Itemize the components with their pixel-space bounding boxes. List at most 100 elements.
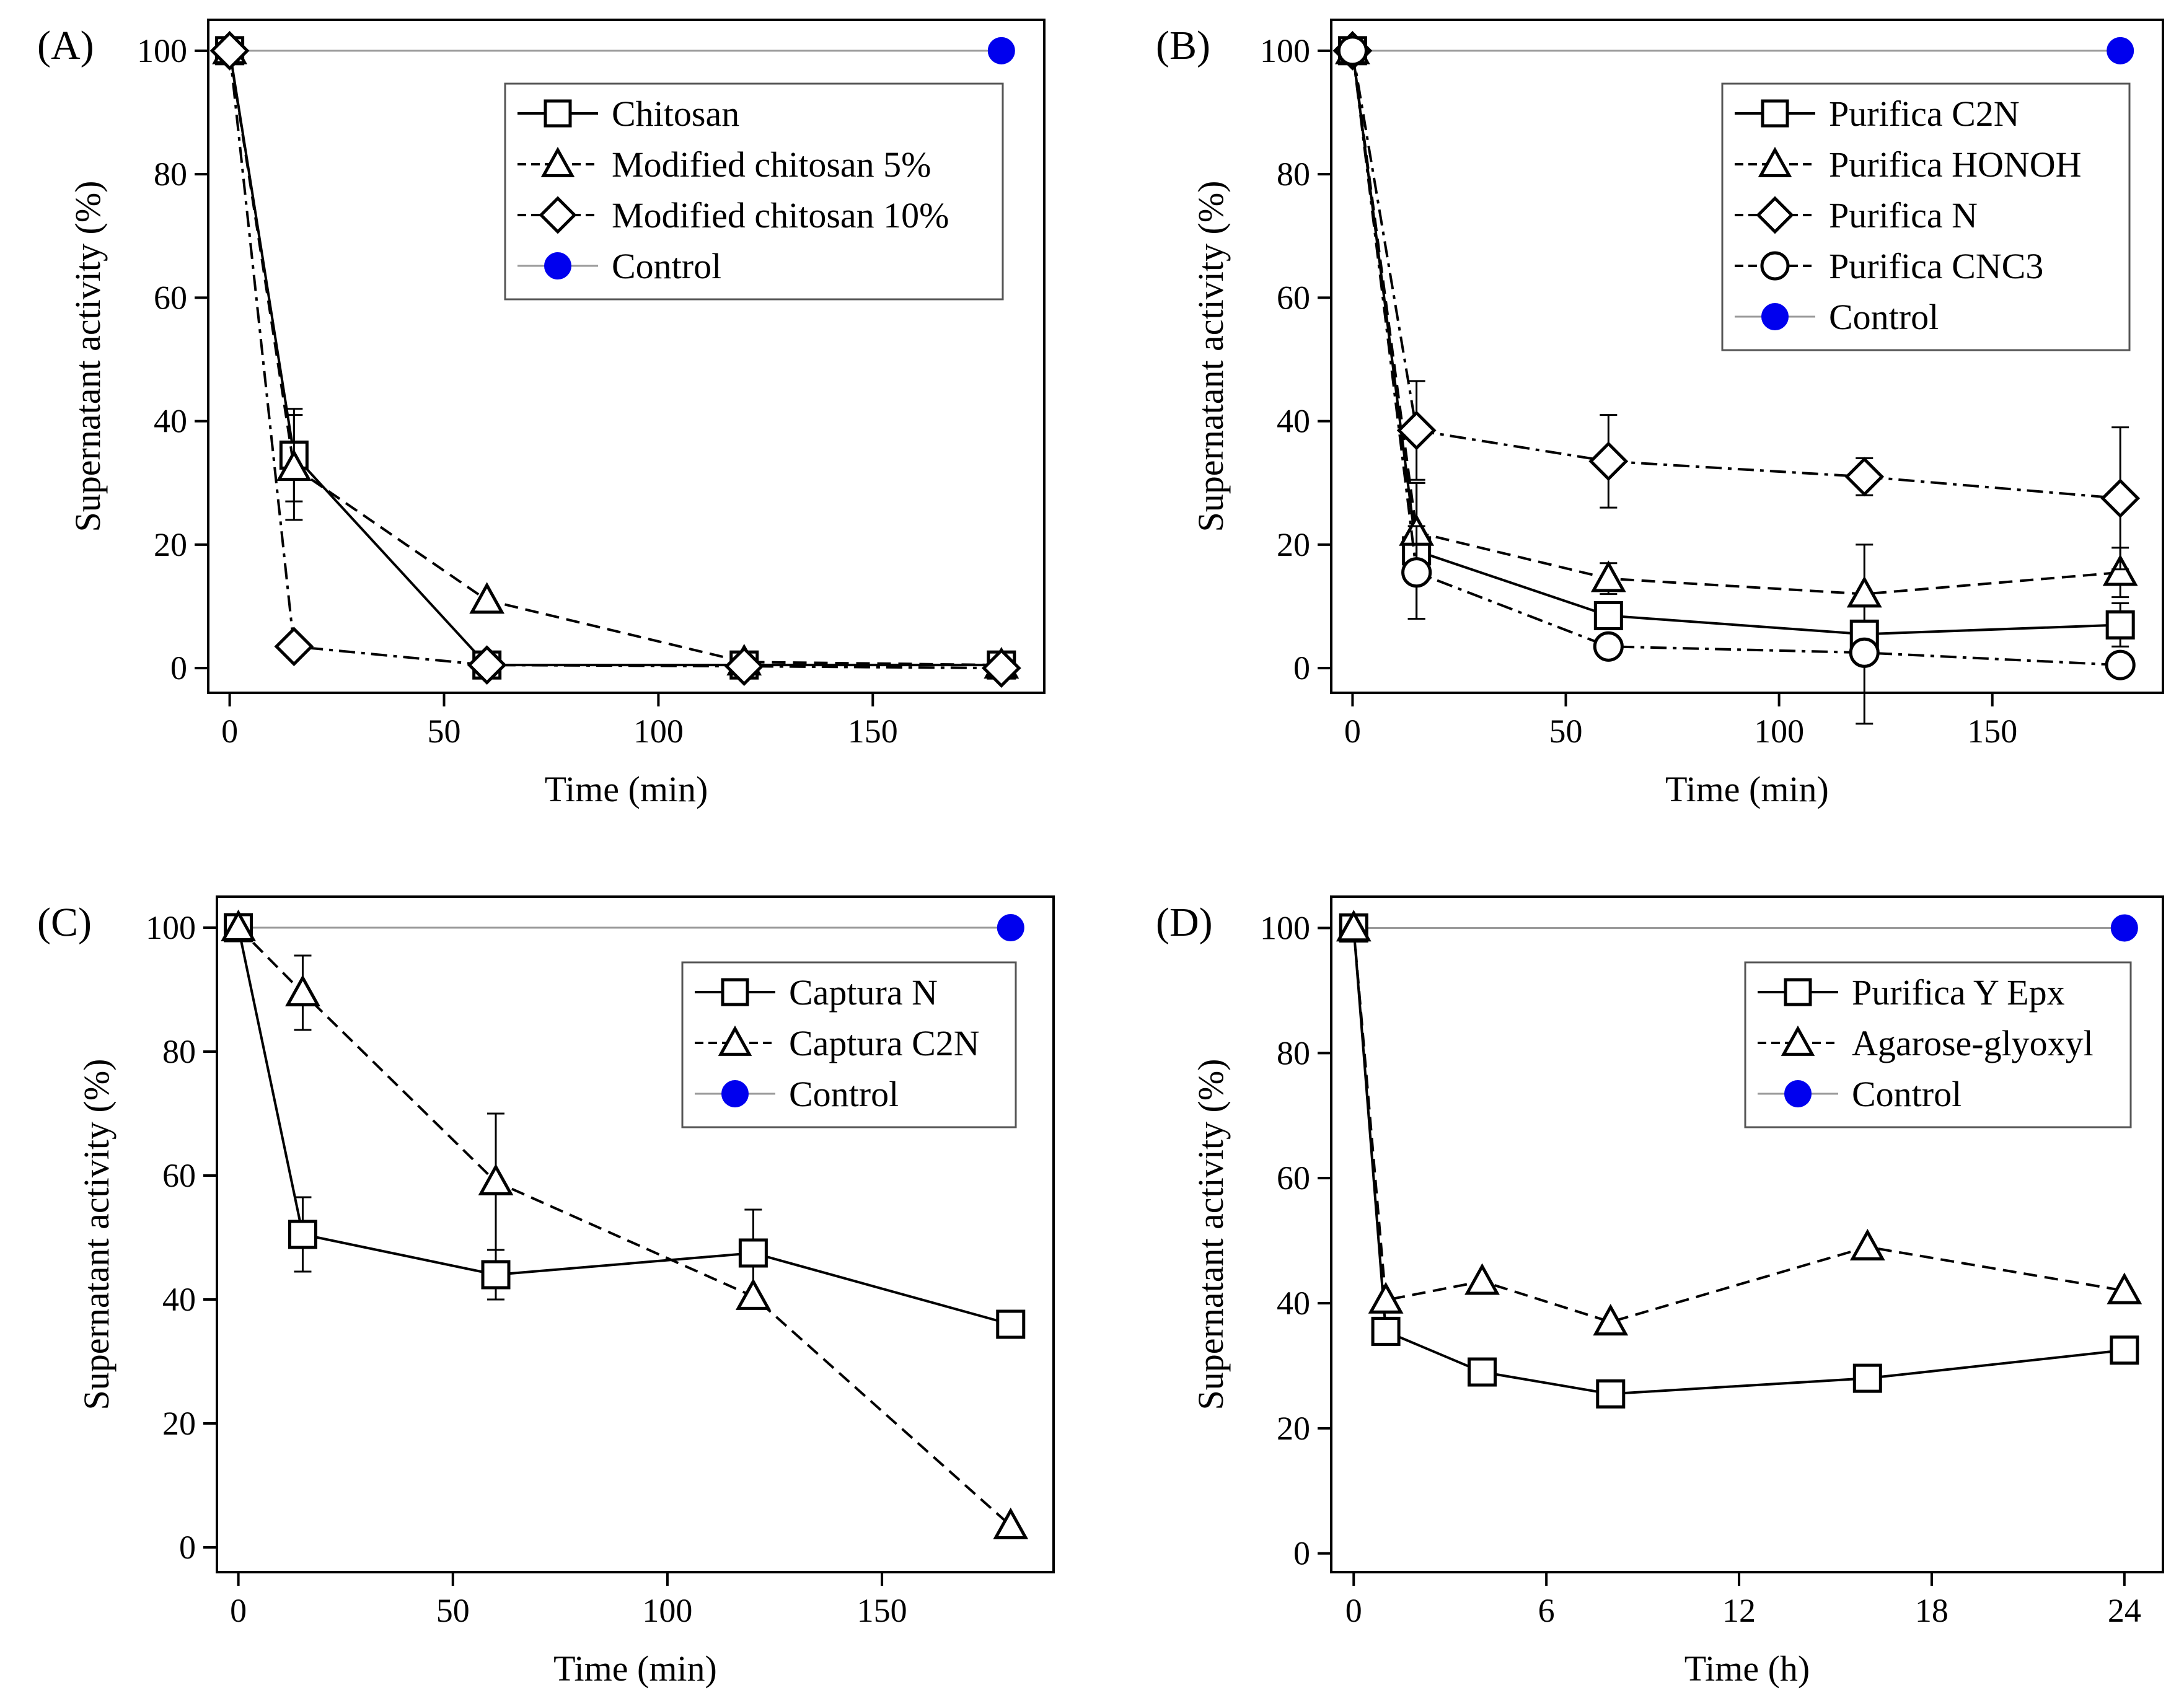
x-tick-label: 100 bbox=[642, 1592, 692, 1629]
x-axis-label: Time (min) bbox=[553, 1648, 717, 1689]
data-point bbox=[276, 449, 312, 481]
data-point bbox=[738, 1238, 768, 1268]
legend: Captura N Captura C2N Control bbox=[681, 961, 1017, 1128]
data-point bbox=[735, 1278, 771, 1310]
legend-marker bbox=[1761, 303, 1789, 330]
y-tick-label: 0 bbox=[179, 1529, 196, 1566]
legend-label: Purifica Y Epx bbox=[1852, 972, 2065, 1013]
series-captura-c2n bbox=[221, 909, 1029, 1539]
legend-marker bbox=[540, 146, 575, 177]
legend-label: Modified chitosan 10% bbox=[612, 195, 949, 235]
legend-label: Purifica N bbox=[1829, 195, 1978, 235]
x-tick-label: 100 bbox=[633, 713, 684, 750]
x-tick-label: 24 bbox=[2108, 1592, 2141, 1629]
series-modified-chitosan-10- bbox=[209, 30, 1021, 688]
legend-marker bbox=[1760, 251, 1790, 281]
y-tick-label: 0 bbox=[170, 649, 187, 687]
y-axis-label: Supernatant activity (%) bbox=[1191, 181, 1231, 532]
data-point bbox=[1593, 1303, 1629, 1336]
panel-B: (B) 0 50 100 150 0 20 40 60 80 100 Time (min) Supern… bbox=[1156, 19, 2164, 809]
plot-frame bbox=[207, 19, 1046, 694]
legend-marker bbox=[1781, 1025, 1815, 1056]
data-point bbox=[288, 1220, 317, 1249]
data-point bbox=[2107, 1272, 2142, 1304]
legend-marker bbox=[721, 978, 749, 1006]
data-point bbox=[274, 627, 314, 667]
series-line bbox=[228, 50, 1002, 670]
data-point bbox=[993, 1507, 1029, 1539]
legend-label: Captura N bbox=[789, 972, 938, 1013]
plot-frame bbox=[1330, 895, 2164, 1573]
y-tick-label: 20 bbox=[1277, 1410, 1310, 1447]
x-tick-label: 150 bbox=[848, 713, 898, 750]
legend-marker bbox=[1758, 146, 1792, 177]
data-point bbox=[1590, 560, 1626, 592]
data-point bbox=[996, 1309, 1026, 1339]
legend-label: Modified chitosan 5% bbox=[612, 144, 931, 185]
y-tick-label: 80 bbox=[154, 156, 187, 193]
data-point bbox=[1852, 1363, 1882, 1393]
legend-marker bbox=[1761, 99, 1789, 128]
data-point bbox=[209, 30, 250, 71]
data-point bbox=[1596, 1379, 1626, 1409]
x-tick-label: 12 bbox=[1722, 1592, 1756, 1629]
data-point bbox=[724, 646, 764, 687]
y-tick-label: 0 bbox=[1293, 1535, 1310, 1572]
data-point bbox=[1468, 1357, 1497, 1387]
y-tick-label: 40 bbox=[1277, 403, 1310, 440]
legend-marker bbox=[1756, 196, 1794, 234]
x-axis-label: Time (min) bbox=[545, 769, 708, 809]
y-tick-label: 100 bbox=[146, 909, 196, 946]
legend: Purifica Y Epx Agarose-glyoxyl Control bbox=[1744, 961, 2132, 1128]
data-point bbox=[2107, 37, 2134, 64]
legend-label: Purifica HONOH bbox=[1829, 144, 2082, 185]
data-point bbox=[2110, 1335, 2139, 1365]
data-point bbox=[2105, 649, 2136, 680]
panel-label: (B) bbox=[1156, 23, 1210, 68]
panel-label: (D) bbox=[1156, 900, 1213, 945]
data-point bbox=[2102, 554, 2138, 586]
y-tick-label: 40 bbox=[154, 403, 187, 440]
y-tick-label: 80 bbox=[162, 1033, 196, 1070]
x-tick-label: 50 bbox=[1549, 713, 1583, 750]
legend: Chitosan Modified chitosan 5% Modified chi… bbox=[504, 82, 1004, 301]
x-tick-label: 50 bbox=[436, 1592, 470, 1629]
series-line bbox=[1352, 928, 2125, 1324]
legend-label: Captura C2N bbox=[789, 1023, 980, 1063]
x-tick-label: 50 bbox=[427, 713, 460, 750]
legend-marker bbox=[539, 196, 577, 234]
y-tick-label: 40 bbox=[162, 1281, 196, 1318]
legend-label: Control bbox=[1852, 1074, 1962, 1114]
y-tick-label: 20 bbox=[162, 1405, 196, 1442]
y-tick-label: 60 bbox=[154, 279, 187, 316]
legend-marker bbox=[1784, 978, 1812, 1006]
legend-marker bbox=[1784, 1080, 1812, 1107]
y-tick-label: 40 bbox=[1277, 1285, 1310, 1322]
series-line bbox=[1352, 928, 2125, 1396]
data-point bbox=[1593, 631, 1624, 662]
y-tick-label: 20 bbox=[1277, 526, 1310, 563]
data-point bbox=[1588, 441, 1629, 481]
data-point bbox=[467, 645, 507, 685]
data-point bbox=[2100, 478, 2141, 519]
legend-label: Chitosan bbox=[612, 94, 739, 134]
data-point bbox=[1849, 637, 1880, 668]
legend-label: Control bbox=[1829, 297, 1939, 337]
data-point bbox=[221, 909, 257, 941]
data-point bbox=[1371, 1316, 1401, 1346]
data-point bbox=[981, 648, 1021, 688]
plot-frame bbox=[1330, 19, 2164, 694]
legend-marker bbox=[721, 1080, 749, 1107]
data-point bbox=[1336, 910, 1372, 942]
data-point bbox=[1593, 600, 1623, 630]
data-point bbox=[478, 1163, 514, 1195]
y-tick-label: 80 bbox=[1277, 156, 1310, 193]
y-tick-label: 80 bbox=[1277, 1034, 1310, 1071]
data-point bbox=[469, 582, 505, 614]
y-tick-label: 0 bbox=[1293, 649, 1310, 687]
legend-label: Agarose-glyoxyl bbox=[1852, 1023, 2094, 1063]
data-point bbox=[1368, 1282, 1404, 1314]
legend-marker bbox=[718, 1025, 752, 1056]
y-tick-label: 60 bbox=[1277, 279, 1310, 316]
